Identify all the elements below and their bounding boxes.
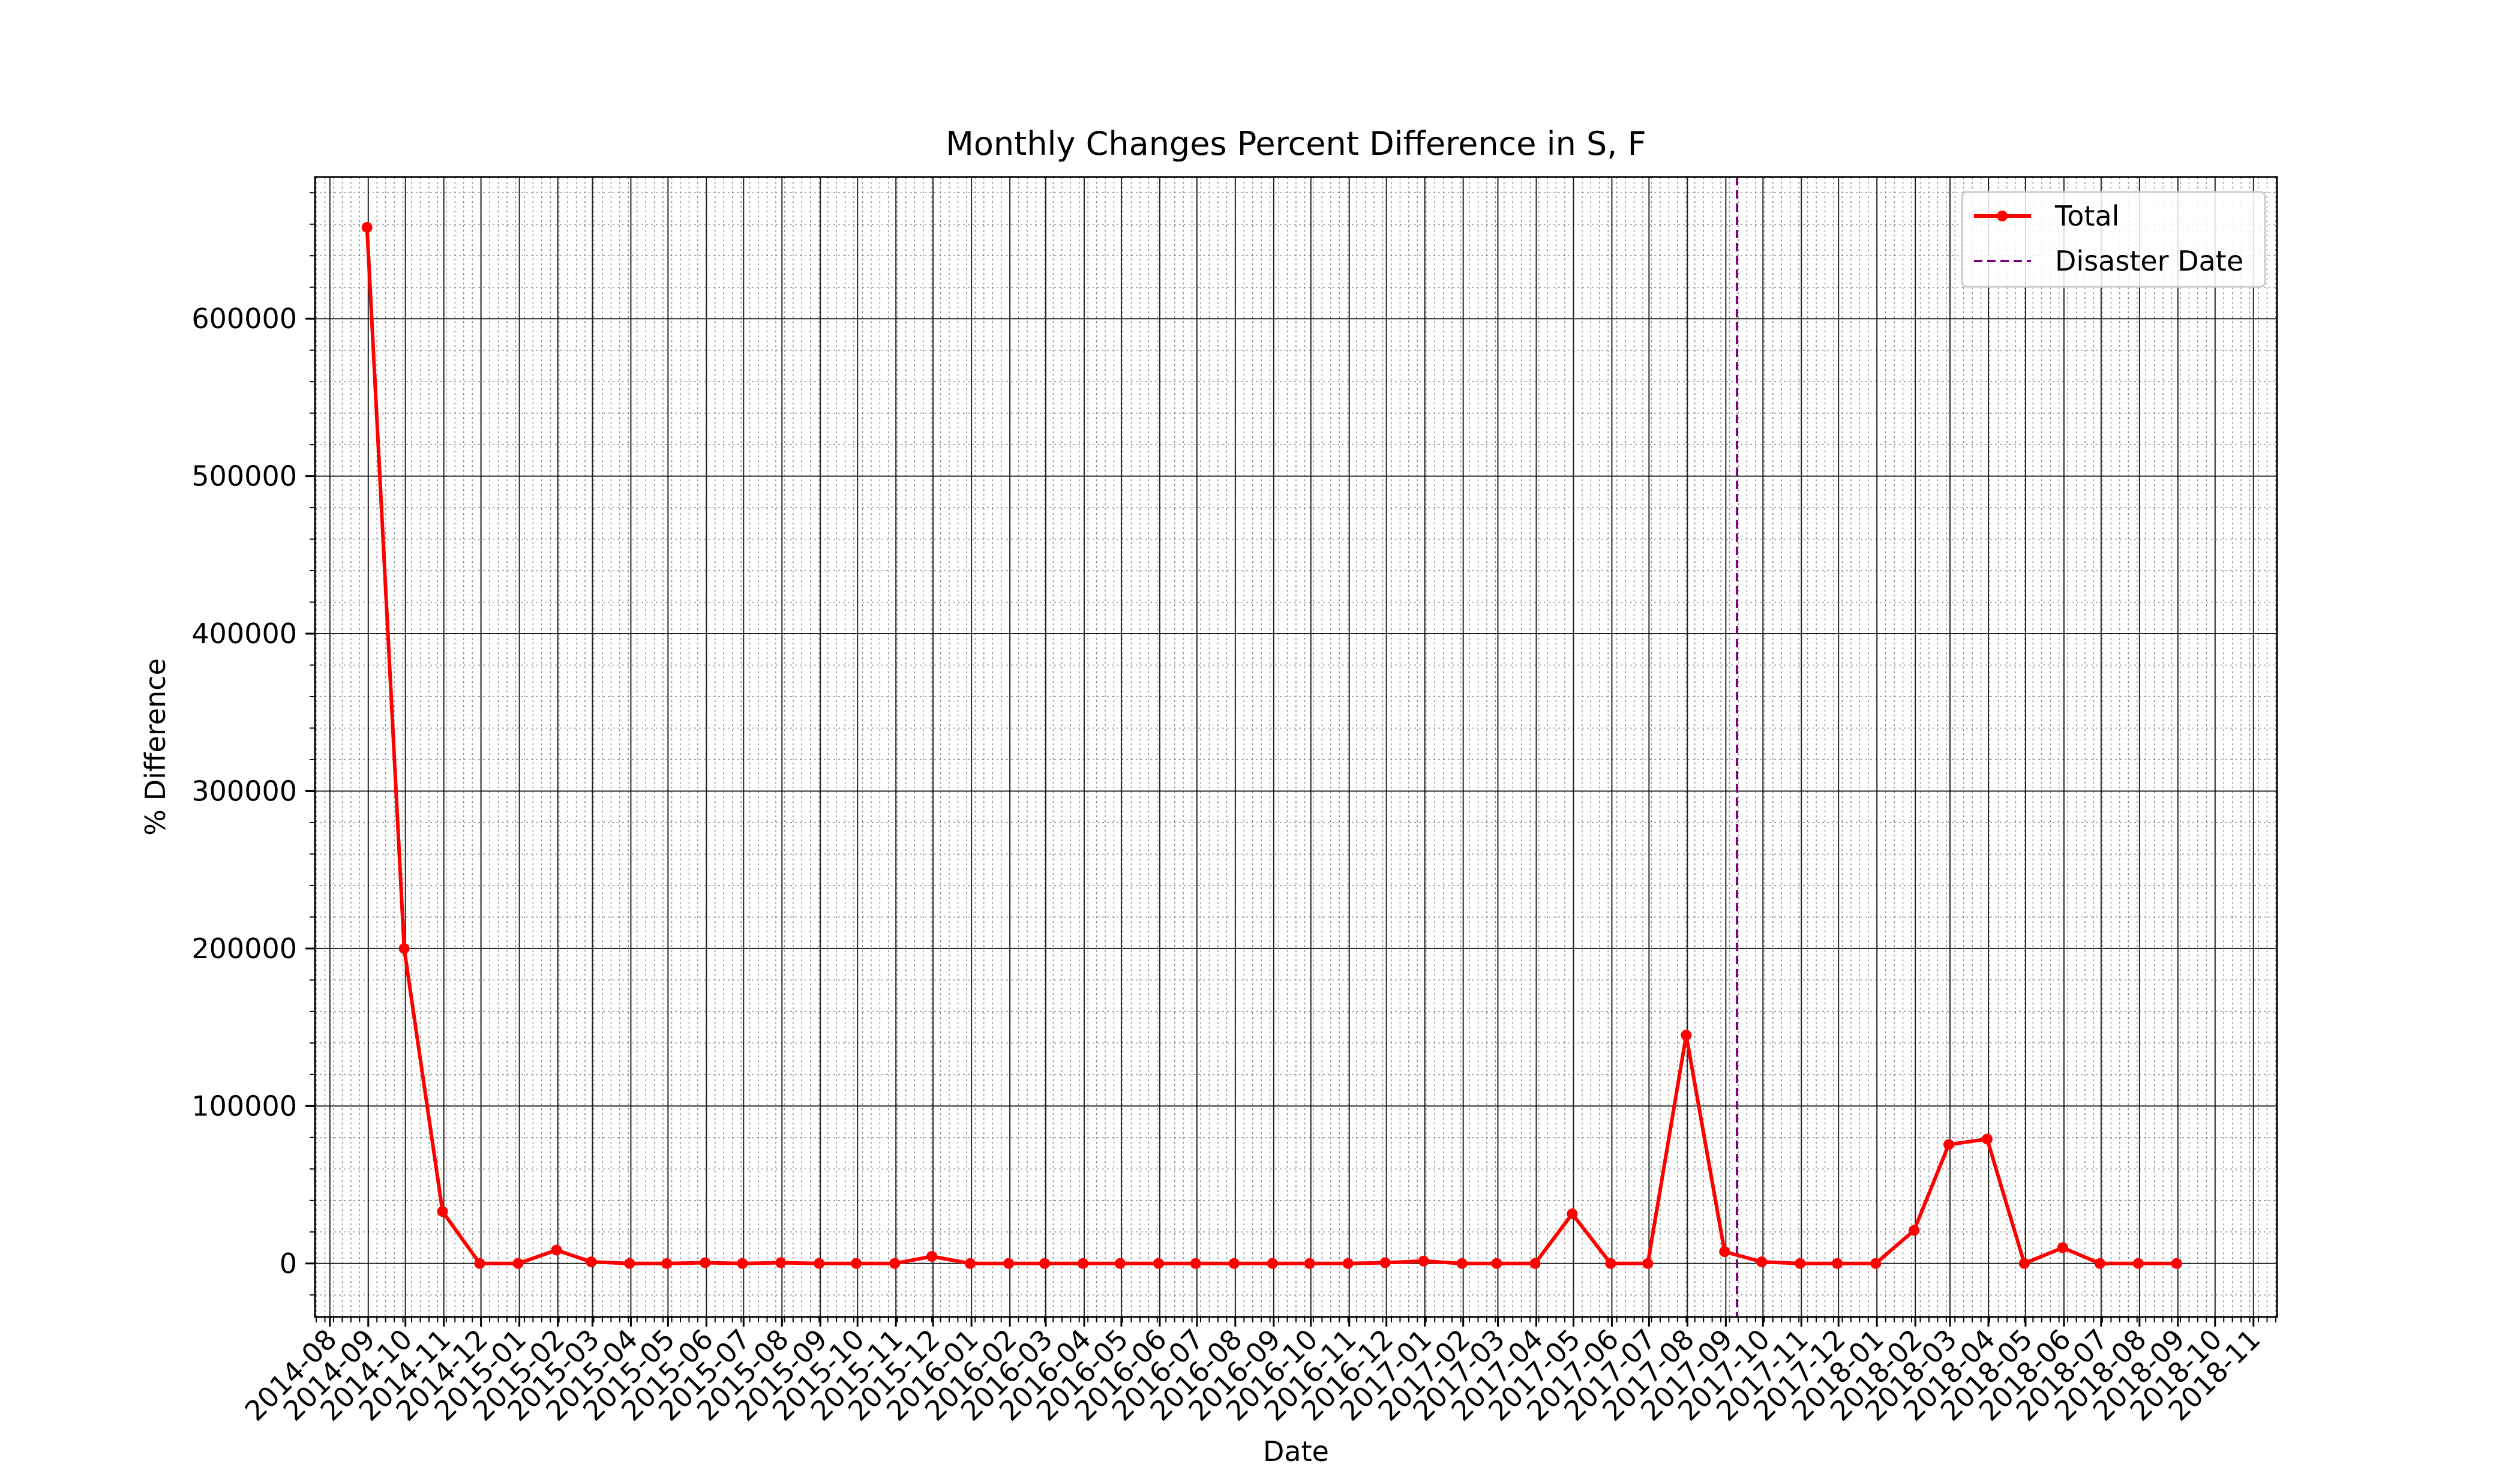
- data-point-total: [1943, 1139, 1954, 1150]
- data-point-total: [437, 1206, 448, 1217]
- data-point-total: [2018, 1258, 2030, 1269]
- data-point-total: [926, 1250, 938, 1262]
- x-axis-label: Date: [1263, 1435, 1329, 1468]
- data-point-total: [1003, 1258, 1015, 1269]
- chart-title: Monthly Changes Percent Difference in S,…: [946, 125, 1646, 163]
- y-tick-label: 200000: [191, 932, 297, 965]
- data-point-total: [2094, 1258, 2105, 1269]
- data-point-total: [661, 1258, 673, 1269]
- data-point-total: [1756, 1256, 1768, 1268]
- data-point-total: [1909, 1225, 1920, 1236]
- data-point-total: [586, 1256, 597, 1268]
- data-point-total: [1529, 1258, 1541, 1269]
- data-point-total: [1267, 1258, 1278, 1269]
- data-point-total: [1567, 1208, 1578, 1220]
- data-point-total: [1605, 1258, 1616, 1269]
- data-point-total: [700, 1257, 711, 1268]
- data-point-total: [1456, 1258, 1468, 1269]
- y-tick-label: 300000: [191, 775, 297, 807]
- data-point-total: [1795, 1258, 1806, 1269]
- data-point-total: [1642, 1258, 1654, 1269]
- data-point-total: [1304, 1258, 1315, 1269]
- legend-box: [1961, 191, 2266, 288]
- data-point-total: [1153, 1258, 1164, 1269]
- data-point-total: [1077, 1258, 1088, 1269]
- data-point-total: [398, 943, 410, 954]
- minor-grid: [315, 177, 2277, 1317]
- data-point-total: [889, 1258, 901, 1269]
- data-point-total: [814, 1258, 825, 1269]
- series-layer: [361, 221, 2182, 1269]
- y-tick-label: 600000: [191, 302, 297, 335]
- legend-total-label: Total: [2054, 200, 2119, 232]
- data-point-total: [1981, 1133, 1993, 1145]
- y-tick-label: 0: [280, 1247, 297, 1280]
- x-axis: 2014-082014-092014-102014-112014-122015-…: [238, 1317, 2276, 1427]
- legend-disaster-label: Disaster Date: [2055, 245, 2243, 277]
- data-point-total: [2057, 1242, 2068, 1253]
- y-tick-label: 400000: [191, 617, 297, 650]
- legend-total-marker: [1997, 211, 2008, 221]
- data-point-total: [1681, 1030, 1692, 1041]
- y-tick-label: 100000: [191, 1090, 297, 1122]
- data-point-total: [1379, 1257, 1391, 1268]
- y-tick-label: 500000: [191, 460, 297, 493]
- data-point-total: [965, 1258, 976, 1269]
- data-point-total: [1190, 1258, 1201, 1269]
- data-point-total: [1342, 1258, 1354, 1269]
- data-point-total: [624, 1258, 635, 1269]
- data-point-total: [1491, 1258, 1502, 1269]
- plot-area: [314, 176, 2278, 1318]
- data-point-total: [474, 1258, 485, 1269]
- data-point-total: [1719, 1246, 1730, 1258]
- data-point-total: [851, 1258, 862, 1269]
- y-axis: 0 100000 200000 300000 400000 500000 600000: [191, 192, 315, 1296]
- data-point-total: [361, 221, 373, 233]
- data-point-total: [737, 1258, 748, 1269]
- data-point-total: [512, 1258, 524, 1269]
- data-point-total: [1870, 1258, 1882, 1269]
- data-point-total: [1418, 1255, 1429, 1267]
- data-point-total: [1832, 1258, 1843, 1269]
- y-axis-label: % Difference: [139, 658, 172, 835]
- data-point-total: [1039, 1258, 1050, 1269]
- plot-background: [315, 177, 2277, 1317]
- legend: Total Disaster Date: [1961, 191, 2266, 288]
- data-point-total: [551, 1244, 562, 1256]
- data-point-total: [775, 1257, 787, 1268]
- data-point-total: [2132, 1258, 2144, 1269]
- data-point-total: [1228, 1258, 1240, 1269]
- data-point-total: [1114, 1258, 1126, 1269]
- data-point-total: [2171, 1258, 2182, 1269]
